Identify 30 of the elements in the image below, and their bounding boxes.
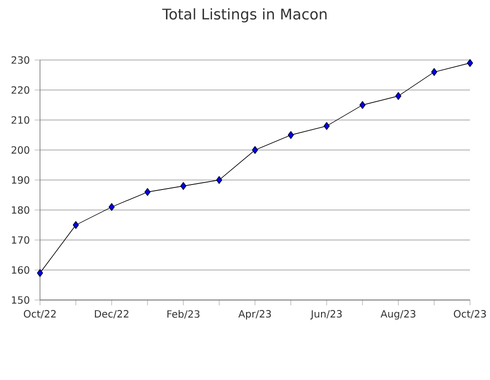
x-tick-label: Dec/22 xyxy=(94,310,128,318)
point xyxy=(72,221,79,229)
point xyxy=(216,176,222,184)
y-tick-label: 190 xyxy=(12,176,30,184)
y-tick-label: 170 xyxy=(12,236,30,244)
x-tick-label: Oct/23 xyxy=(454,310,486,318)
x-tick-label: Apr/23 xyxy=(238,310,271,320)
point xyxy=(108,203,115,211)
x-tick-label: Jun/23 xyxy=(310,310,342,320)
y-tick-label: 200 xyxy=(12,146,30,154)
point xyxy=(288,131,294,139)
point xyxy=(144,188,150,196)
x-tick-label: Feb/23 xyxy=(167,310,200,319)
y-tick-label: 220 xyxy=(12,86,30,94)
point xyxy=(467,59,473,67)
point xyxy=(324,122,330,130)
point xyxy=(431,68,438,76)
x-tick-label: Aug/23 xyxy=(380,310,416,320)
point xyxy=(180,182,186,190)
chart-title: Total Listings in Macon xyxy=(162,8,327,22)
y-tick-label: 210 xyxy=(12,116,30,124)
point xyxy=(37,269,44,277)
y-tick-label: 150 xyxy=(12,296,30,304)
point xyxy=(360,101,366,109)
y-tick-label: 160 xyxy=(12,266,30,274)
y-tick-label: 180 xyxy=(12,206,30,214)
y-tick-label: 230 xyxy=(12,56,30,64)
point xyxy=(252,146,258,154)
point xyxy=(395,92,402,100)
x-tick-label: Oct/22 xyxy=(24,310,56,318)
